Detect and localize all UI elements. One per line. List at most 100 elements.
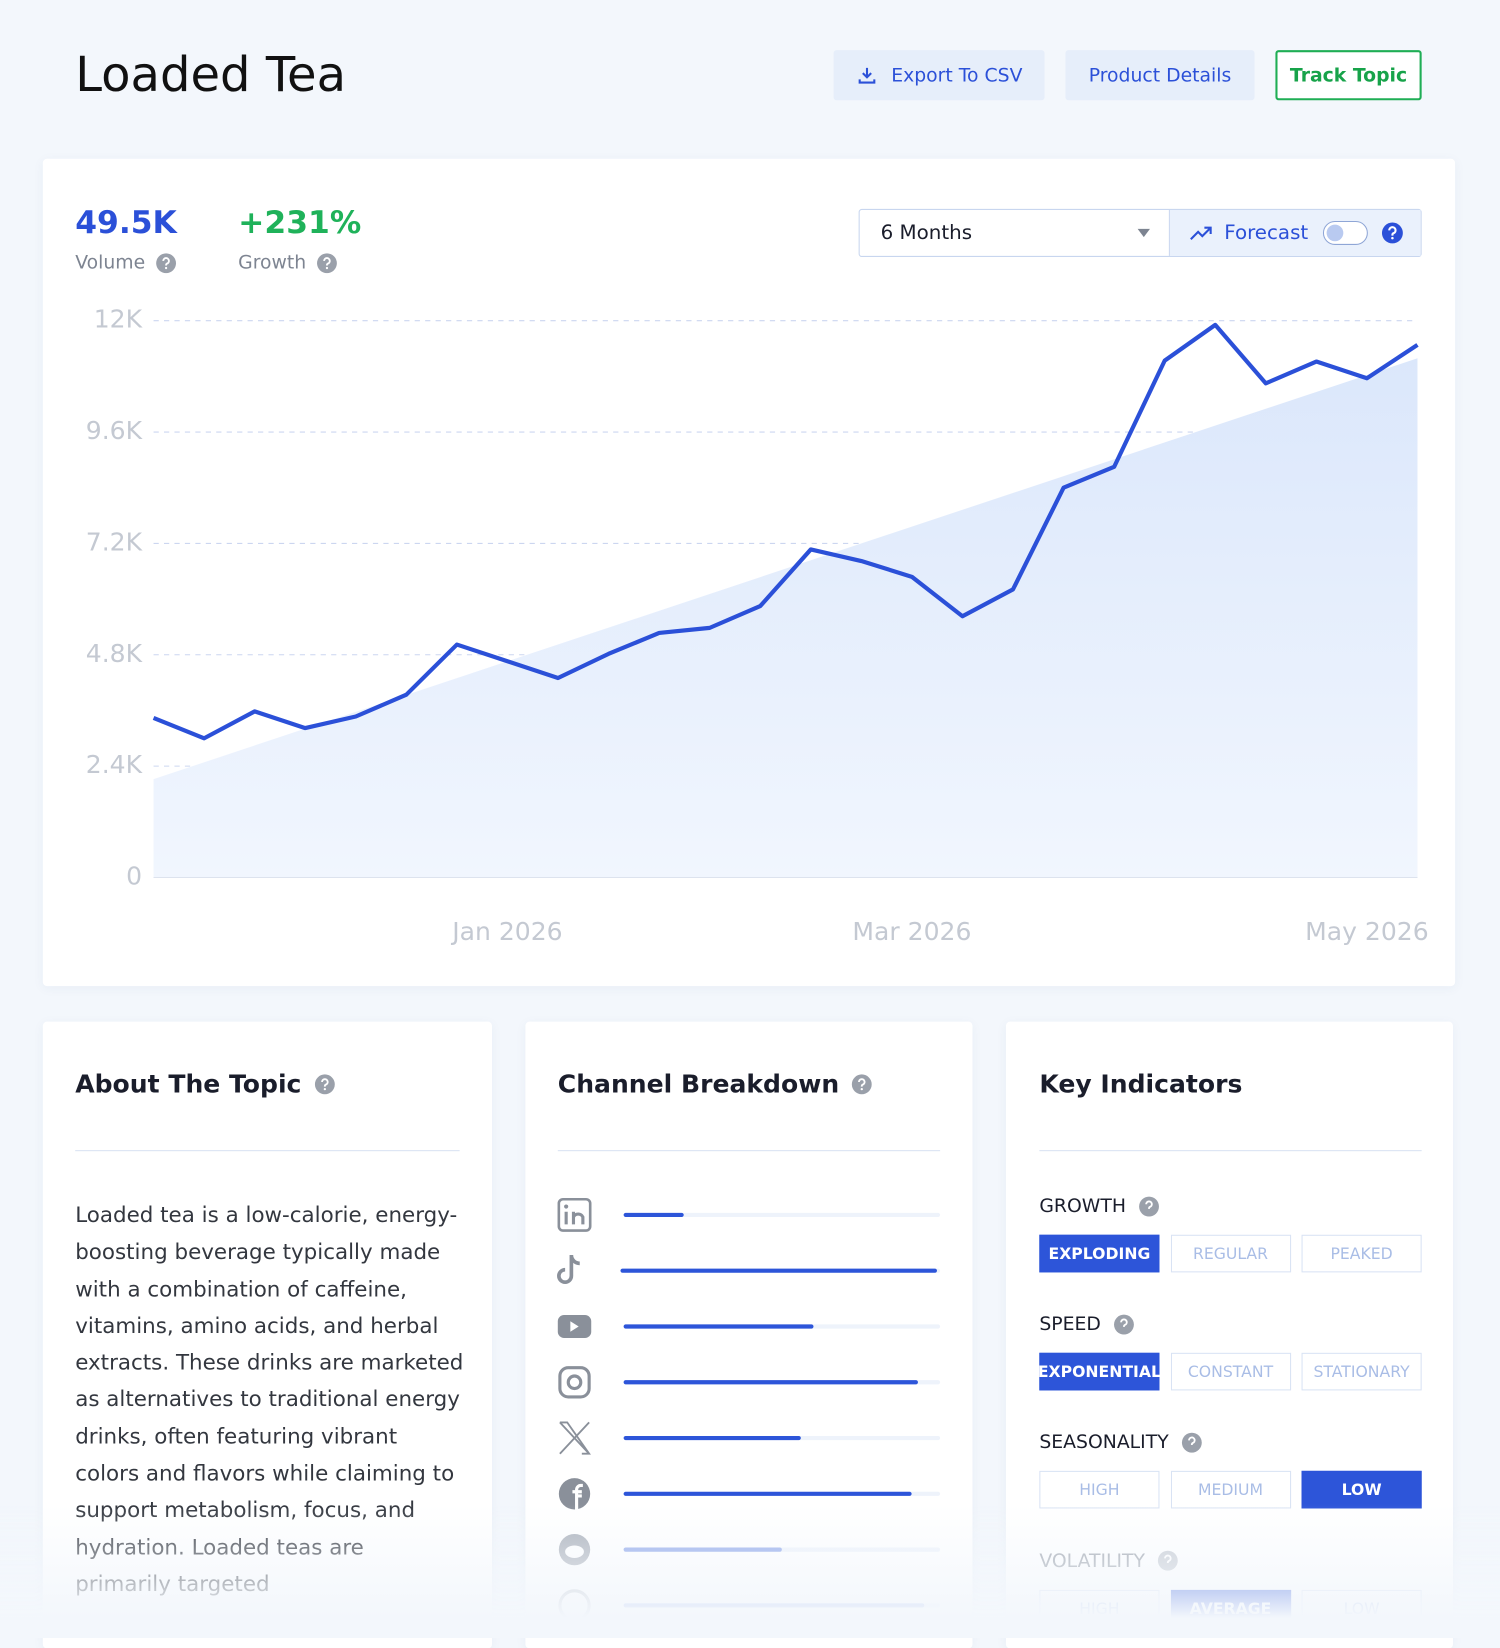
download-icon (858, 67, 876, 84)
track-topic-button[interactable]: Track Topic (1275, 50, 1422, 101)
export-button[interactable]: Export To CSV (833, 50, 1045, 101)
help-glyph (1139, 1196, 1159, 1216)
help-glyph (314, 1074, 335, 1095)
help-glyph (852, 1074, 873, 1095)
indicator-option[interactable]: STATIONARY (1301, 1353, 1422, 1391)
indicator-option[interactable]: REGULAR (1170, 1234, 1291, 1273)
linkedin-glyph (564, 1211, 585, 1225)
volume-label: Volume (75, 252, 176, 274)
help-dot (861, 1087, 864, 1091)
divider (1039, 1150, 1422, 1152)
indicator-option[interactable]: HIGH (1039, 1471, 1160, 1509)
help-mark (323, 256, 331, 266)
indicator-label: SEASONALITY (1039, 1432, 1202, 1454)
help-icon[interactable] (1113, 1314, 1134, 1335)
label: SPEED (1039, 1313, 1101, 1336)
tiktok-icon (557, 1254, 580, 1284)
help-glyph (1113, 1314, 1134, 1335)
y-tick-label: 12K (94, 305, 143, 334)
fade-overlay (0, 1504, 1500, 1638)
channel-bar (623, 1324, 814, 1329)
chart-controls: 6 Months Forecast (858, 208, 1422, 257)
help-mark (858, 1078, 866, 1087)
bar-track (623, 1212, 941, 1218)
growth-value: +231% (238, 204, 362, 242)
channel-bar (620, 1268, 937, 1273)
button-label: Track Topic (1289, 64, 1408, 87)
help-mark (162, 256, 170, 266)
caret (1137, 228, 1151, 238)
help-dot (323, 1087, 326, 1091)
label: GROWTH (1039, 1195, 1126, 1218)
help-icon[interactable] (314, 1074, 335, 1095)
indicators-heading: Key Indicators (1039, 1069, 1243, 1099)
indicator-option[interactable]: PEAKED (1301, 1234, 1422, 1273)
y-tick-label: 4.8K (86, 639, 143, 668)
help-glyph (1181, 1432, 1202, 1453)
help-glyph (156, 252, 176, 273)
x-tick-label: Jan 2026 (450, 917, 562, 946)
label: Growth (238, 251, 307, 274)
divider (75, 1150, 460, 1152)
channel-heading: Channel Breakdown (558, 1070, 873, 1099)
instagram-icon (558, 1366, 591, 1399)
indicator-option[interactable]: MEDIUM (1170, 1471, 1291, 1509)
period-label: 6 Months (880, 221, 973, 245)
button-label: Export To CSV (891, 64, 1023, 87)
y-tick-label: 7.2K (86, 527, 143, 556)
volume-line (152, 322, 1419, 741)
channel-bar (623, 1380, 918, 1385)
indicator-label: SPEED (1039, 1313, 1134, 1335)
linkedin-dot (564, 1204, 569, 1209)
help-dot (325, 266, 329, 269)
indicator-option[interactable]: CONSTANT (1170, 1353, 1291, 1391)
help-icon[interactable] (317, 252, 338, 273)
x-tick-label: May 2026 (1305, 917, 1429, 946)
volume-value: 49.5K (75, 204, 177, 242)
help-dot (164, 266, 168, 269)
channel-bar (623, 1212, 684, 1218)
help-icon[interactable] (156, 252, 177, 273)
y-tick-label: 0 (126, 861, 142, 890)
channel-bar (623, 1435, 801, 1441)
x-icon (559, 1421, 591, 1455)
channel-bar (623, 1491, 912, 1496)
instagram-lens (566, 1374, 583, 1391)
forecast-help[interactable] (1381, 221, 1404, 244)
page-title: Loaded Tea (75, 45, 347, 103)
about-heading: About The Topic (75, 1070, 335, 1099)
trend-chart: 0 2.4K 4.8K 7.2K 9.6K 12K Jan 2026 Mar 2026 May … (86, 305, 1429, 946)
trend-icon (1190, 226, 1212, 240)
youtube-play (570, 1321, 579, 1332)
divider (557, 1150, 941, 1152)
indicator-option[interactable]: EXPLODING (1039, 1234, 1160, 1273)
y-tick-label: 2.4K (86, 750, 143, 779)
heading: Channel Breakdown (557, 1069, 840, 1099)
heading: About The Topic (75, 1069, 302, 1099)
label: Volume (75, 251, 146, 274)
x-tick-label: Mar 2026 (852, 917, 971, 946)
help-mark (1120, 1318, 1128, 1327)
forecast-label: Forecast (1224, 221, 1309, 245)
help-icon[interactable] (1139, 1196, 1160, 1217)
indicator-option[interactable]: EXPONENTIAL (1038, 1353, 1161, 1391)
indicator-option[interactable]: LOW (1301, 1471, 1422, 1509)
forecast-toggle[interactable]: Forecast (1169, 209, 1421, 256)
period-dropdown[interactable]: 6 Months (860, 209, 1170, 256)
label: SEASONALITY (1039, 1431, 1169, 1454)
trend-area (153, 358, 1418, 878)
growth-label: Growth (238, 251, 338, 274)
indicator-label: GROWTH (1039, 1195, 1159, 1217)
product-details-button[interactable]: Product Details (1065, 50, 1255, 101)
help-icon[interactable] (852, 1074, 873, 1095)
linkedin-icon (557, 1197, 592, 1232)
y-tick-label: 9.6K (86, 416, 143, 445)
help-glyph (317, 252, 338, 273)
help-mark (320, 1078, 329, 1087)
switch[interactable] (1323, 219, 1371, 246)
button-label: Product Details (1088, 64, 1232, 87)
help-mark (1145, 1199, 1153, 1209)
help-icon[interactable] (1181, 1432, 1202, 1453)
